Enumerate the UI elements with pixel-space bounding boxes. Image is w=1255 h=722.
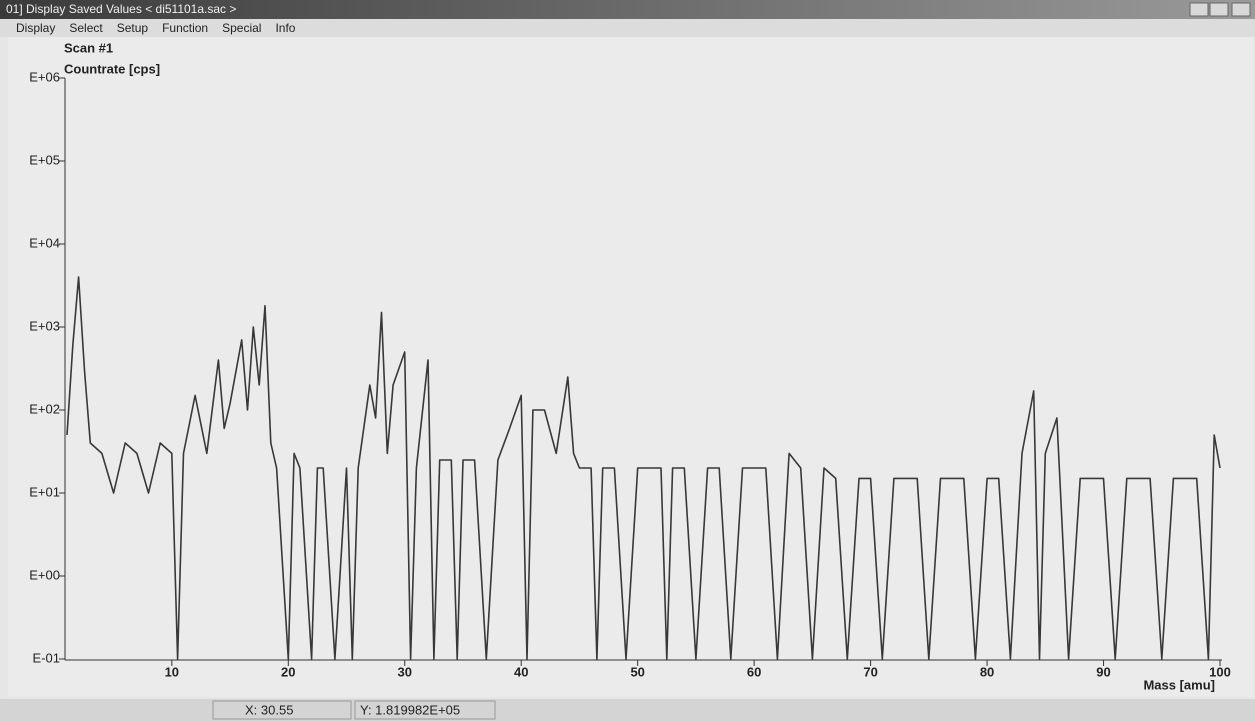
y-tick-label: E+02 — [29, 401, 60, 416]
x-tick-label: 60 — [747, 664, 761, 679]
status-field — [354, 700, 496, 720]
menu-bar — [0, 19, 1255, 37]
y-tick-label: E+05 — [29, 152, 60, 167]
x-tick-label: 20 — [281, 664, 295, 679]
menu-item[interactable]: Special — [222, 21, 261, 35]
x-tick-label: 100 — [1209, 664, 1231, 679]
x-tick-label: 50 — [630, 664, 644, 679]
x-tick-label: 80 — [980, 664, 994, 679]
window-title: 01] Display Saved Values < di51101a.sac … — [6, 2, 236, 16]
close-button[interactable] — [1231, 2, 1251, 17]
chart-title: Scan #1 — [64, 40, 113, 55]
minimize-button[interactable] — [1189, 2, 1209, 17]
y-tick-label: E+04 — [29, 235, 60, 250]
y-tick-label: E+06 — [29, 69, 60, 84]
y-tick-label: E+03 — [29, 318, 60, 333]
menu-item[interactable]: Display — [16, 21, 55, 35]
x-tick-label: 30 — [398, 664, 412, 679]
menu: Display Select Setup Function Special Info — [16, 21, 296, 35]
y-tick-label: E+00 — [29, 567, 60, 582]
x-axis-label: Mass [amu] — [1143, 677, 1215, 692]
menu-item[interactable]: Info — [275, 21, 295, 35]
menu-item[interactable]: Setup — [117, 21, 149, 35]
status-x: X: 30.55 — [245, 702, 293, 717]
maximize-button[interactable] — [1209, 2, 1229, 17]
x-tick-label: 70 — [863, 664, 877, 679]
x-tick-label: 10 — [165, 664, 179, 679]
title-bar — [0, 0, 1255, 19]
spectrum-line — [66, 276, 1221, 660]
status-y: Y: 1.819982E+05 — [360, 702, 460, 717]
y-axis-label: Countrate [cps] — [64, 61, 160, 76]
x-tick-label: 40 — [514, 664, 528, 679]
menu-item[interactable]: Select — [69, 21, 103, 35]
status-field — [212, 700, 352, 720]
status-bar — [0, 699, 1255, 722]
y-tick-label: E-01 — [33, 650, 60, 665]
menu-item[interactable]: Function — [162, 21, 208, 35]
x-tick-label: 90 — [1096, 664, 1110, 679]
y-tick-label: E+01 — [29, 484, 60, 499]
